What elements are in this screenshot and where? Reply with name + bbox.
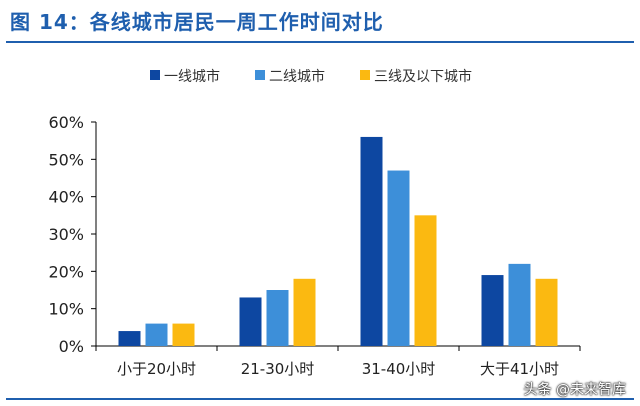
bar <box>293 278 316 346</box>
title-divider <box>6 41 634 43</box>
bar <box>145 323 168 346</box>
bar <box>118 331 141 346</box>
legend-label: 三线及以下城市 <box>374 68 472 85</box>
title-bar: 图 14：各线城市居民一周工作时间对比 <box>0 0 640 46</box>
y-tick-label: 60% <box>48 113 84 132</box>
x-tick-label: 小于20小时 <box>117 360 196 378</box>
watermark: 头条 @未来智库 <box>523 382 626 398</box>
y-tick-label: 30% <box>48 225 84 244</box>
y-tick-label: 40% <box>48 188 84 207</box>
bar <box>266 290 289 346</box>
y-tick-label: 0% <box>59 337 84 356</box>
legend-label: 二线城市 <box>269 68 325 85</box>
legend-swatch <box>360 70 370 80</box>
bar <box>414 215 437 346</box>
bar <box>508 263 531 346</box>
x-tick-label: 31-40小时 <box>362 360 436 378</box>
page-title: 图 14：各线城市居民一周工作时间对比 <box>10 10 384 34</box>
y-tick-label: 10% <box>48 300 84 319</box>
x-tick-label: 21-30小时 <box>241 360 315 378</box>
bar <box>387 170 410 346</box>
y-tick-label: 20% <box>48 262 84 281</box>
legend-swatch <box>150 70 160 80</box>
legend-label: 一线城市 <box>164 68 220 85</box>
bar <box>481 275 504 346</box>
bars <box>118 136 558 346</box>
legend-swatch <box>255 70 265 80</box>
bar <box>172 323 195 346</box>
y-tick-label: 50% <box>48 150 84 169</box>
x-axis: 小于20小时 21-30小时 31-40小时 大于41小时 <box>95 345 581 378</box>
chart-legend: 一线城市 二线城市 三线及以下城市 <box>150 68 472 85</box>
y-axis: 0% 10% 20% 30% 40% 50% 60% <box>48 113 97 356</box>
bar <box>535 278 558 346</box>
x-tick-label: 大于41小时 <box>480 360 559 378</box>
bar <box>239 297 262 346</box>
bar <box>360 136 383 346</box>
bottom-divider <box>6 398 634 400</box>
